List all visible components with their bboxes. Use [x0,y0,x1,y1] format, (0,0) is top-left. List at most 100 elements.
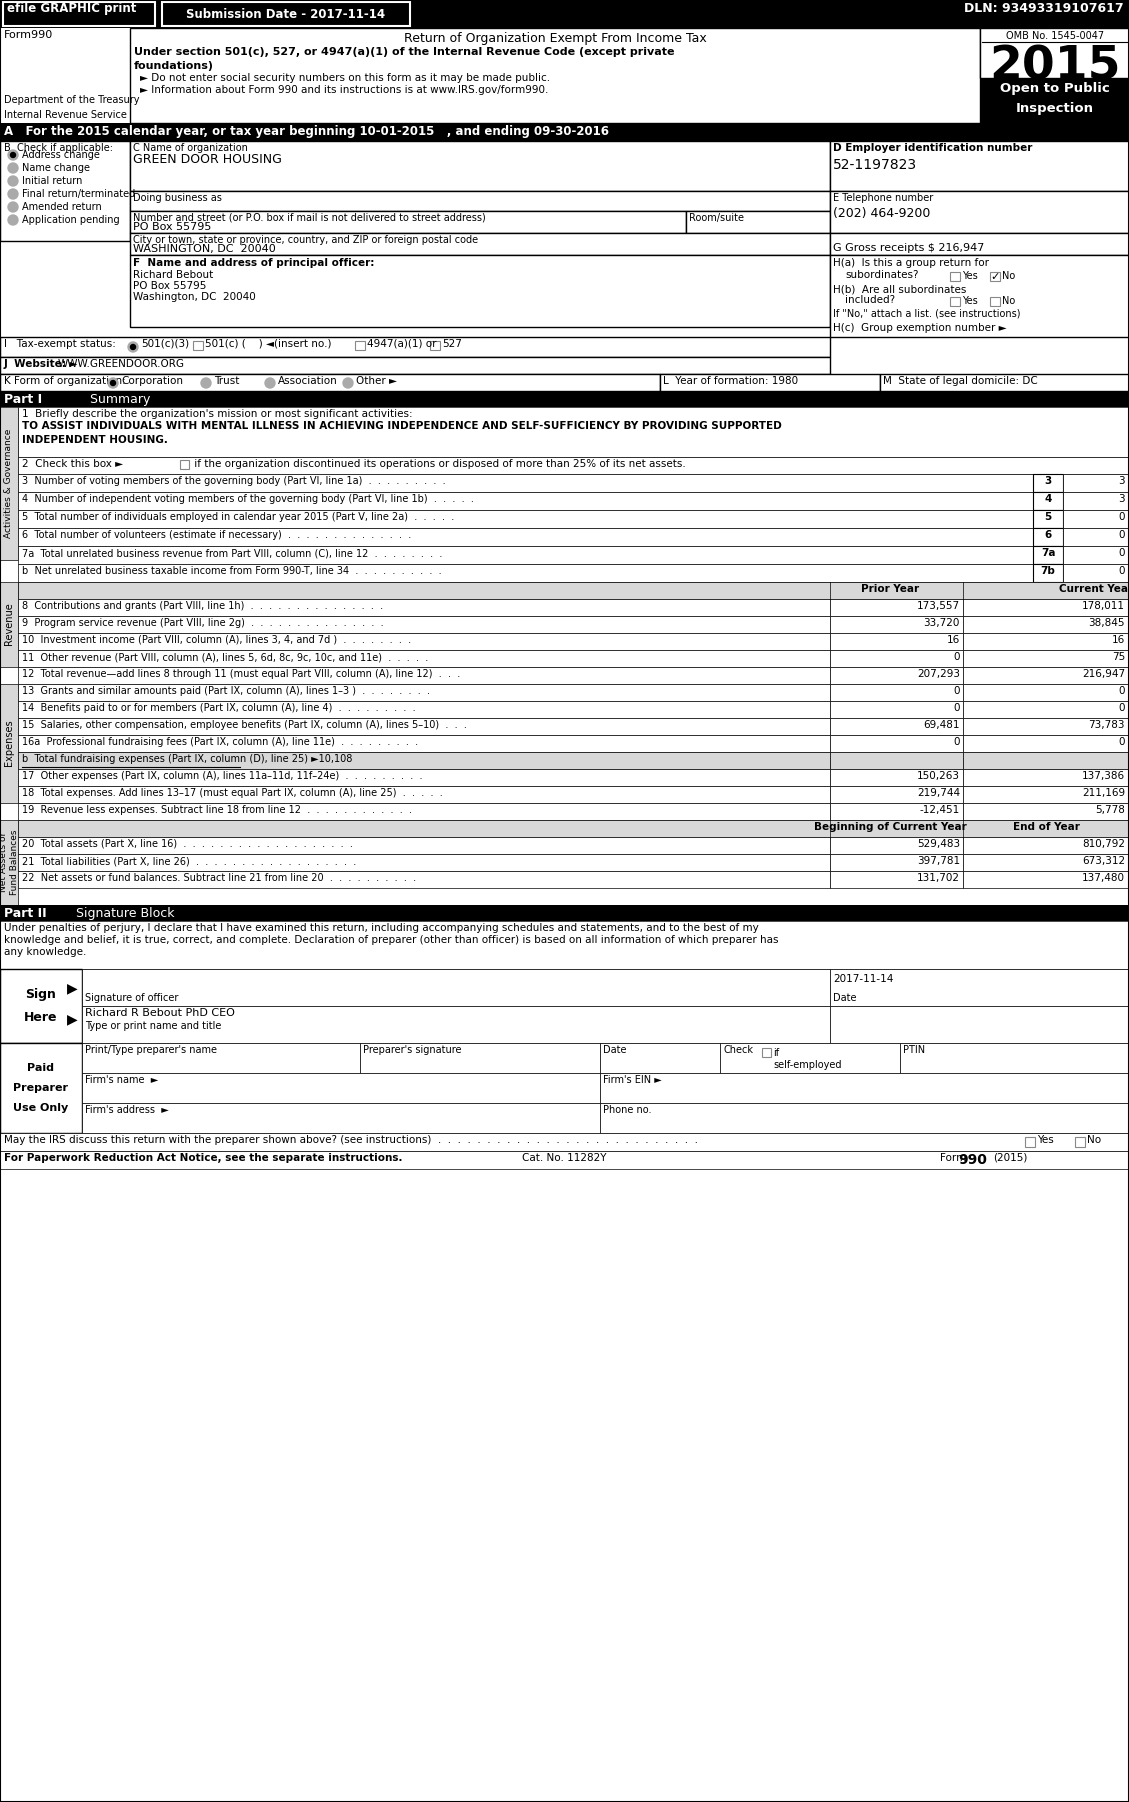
Bar [963,854,1129,870]
Text: Department of the Treasury
Internal Revenue Service: Department of the Treasury Internal Reve… [5,96,140,119]
Text: ► Information about Form 990 and its instructions is at www.IRS.gov/form990.: ► Information about Form 990 and its ins… [140,85,549,96]
Text: 15  Salaries, other compensation, employee benefits (Part IX, column (A), lines : 15 Salaries, other compensation, employe… [21,721,467,730]
Bar [18,685,830,701]
Bar [18,870,830,888]
Text: City or town, state or province, country, and ZIP or foreign postal code: City or town, state or province, country… [133,234,478,245]
Bar [0,391,1129,407]
Text: 2015: 2015 [989,45,1121,90]
Text: 16: 16 [1112,634,1124,645]
Text: J  Website: ►: J Website: ► [5,359,79,369]
Bar [599,1103,1129,1133]
Bar [130,191,830,211]
Bar [1064,564,1129,582]
Text: (2015): (2015) [994,1153,1027,1162]
Text: TO ASSIST INDIVIDUALS WITH MENTAL ILLNESS IN ACHIEVING INDEPENDENCE AND SELF-SUF: TO ASSIST INDIVIDUALS WITH MENTAL ILLNES… [21,422,781,445]
Bar [963,769,1129,786]
Bar [1064,528,1129,546]
Text: May the IRS discuss this return with the preparer shown above? (see instructions: May the IRS discuss this return with the… [5,1135,698,1144]
Text: Name change: Name change [21,162,90,173]
Text: Sign
Here: Sign Here [24,987,58,1024]
Text: b  Total fundraising expenses (Part IX, column (D), line 25) ►10,108: b Total fundraising expenses (Part IX, c… [21,753,352,764]
Text: 0: 0 [1119,530,1124,541]
Bar [130,211,686,232]
Text: D Employer identification number: D Employer identification number [833,142,1032,153]
Text: 2017-11-14: 2017-11-14 [833,975,893,984]
Text: L  Year of formation: 1980: L Year of formation: 1980 [663,377,798,386]
Bar [830,786,963,804]
Text: Expenses: Expenses [5,719,14,766]
Text: Return of Organization Exempt From Income Tax: Return of Organization Exempt From Incom… [404,32,707,45]
Text: 0: 0 [954,652,960,661]
Bar [0,905,1129,921]
Bar [161,2,410,25]
Bar [830,633,963,651]
Bar [830,751,963,769]
Bar [830,1006,1129,1043]
Bar [830,854,963,870]
Circle shape [8,189,18,198]
Bar [360,1043,599,1072]
Text: ▶: ▶ [67,980,78,995]
Text: if
self-employed: if self-employed [773,1049,841,1070]
Bar [0,1133,1129,1151]
Bar [0,337,830,357]
Bar [660,375,879,391]
Text: (202) 464-9200: (202) 464-9200 [833,207,930,220]
Text: 1  Briefly describe the organization's mission or most significant activities:: 1 Briefly describe the organization's mi… [21,409,412,420]
Bar [830,735,963,751]
Text: 501(c) (    ) ◄(insert no.): 501(c) ( ) ◄(insert no.) [205,339,332,350]
Text: 11  Other revenue (Part VIII, column (A), lines 5, 6d, 8c, 9c, 10c, and 11e)  . : 11 Other revenue (Part VIII, column (A),… [21,652,428,661]
Text: End of Year: End of Year [1013,822,1079,833]
Bar [18,510,1033,528]
Text: Form990: Form990 [5,31,53,40]
Text: Doing business as: Doing business as [133,193,222,204]
Bar [18,769,830,786]
Bar [0,1151,1129,1169]
Text: Final return/terminated: Final return/terminated [21,189,135,198]
Text: 137,480: 137,480 [1082,872,1124,883]
Bar [1064,474,1129,492]
Text: If "No," attach a list. (see instructions): If "No," attach a list. (see instruction… [833,308,1021,319]
Bar [18,836,830,854]
Bar [1064,510,1129,528]
Text: B  Check if applicable:: B Check if applicable: [5,142,113,153]
Bar [963,651,1129,667]
Text: Cat. No. 11282Y: Cat. No. 11282Y [522,1153,606,1162]
Text: 673,312: 673,312 [1082,856,1124,867]
Text: 0: 0 [1119,687,1124,696]
Bar [1064,492,1129,510]
Bar [830,769,963,786]
Text: Revenue: Revenue [5,602,14,645]
Bar [762,1049,771,1058]
Text: 3  Number of voting members of the governing body (Part VI, line 1a)  .  .  .  .: 3 Number of voting members of the govern… [21,476,446,487]
Text: 69,481: 69,481 [924,721,960,730]
Bar [720,1043,900,1072]
Bar [18,633,830,651]
Text: Net Assets or
Fund Balances: Net Assets or Fund Balances [0,829,19,896]
Text: 6: 6 [1044,530,1051,541]
Text: 4  Number of independent voting members of the governing body (Part VI, line 1b): 4 Number of independent voting members o… [21,494,474,505]
Bar [18,667,830,685]
Text: PO Box 55795: PO Box 55795 [133,281,207,290]
Bar [1033,564,1064,582]
Circle shape [201,378,211,387]
Text: H(a)  Is this a group return for: H(a) Is this a group return for [833,258,989,268]
Text: Prior Year: Prior Year [861,584,919,595]
Text: 0: 0 [1119,566,1124,577]
Text: subordinates?: subordinates? [844,270,919,279]
Text: knowledge and belief, it is true, correct, and complete. Declaration of preparer: knowledge and belief, it is true, correc… [5,935,779,944]
Bar [0,582,18,667]
Text: Under penalties of perjury, I declare that I have examined this return, includin: Under penalties of perjury, I declare th… [5,923,759,933]
Text: 137,386: 137,386 [1082,771,1124,780]
Bar [963,701,1129,717]
Text: GREEN DOOR HOUSING: GREEN DOOR HOUSING [133,153,282,166]
Bar [0,375,660,391]
Bar [193,341,203,350]
Text: Date: Date [603,1045,627,1054]
Bar [18,651,830,667]
Text: 178,011: 178,011 [1082,602,1124,611]
Text: 14  Benefits paid to or for members (Part IX, column (A), line 4)  .  .  .  .  .: 14 Benefits paid to or for members (Part… [21,703,415,714]
Bar [0,685,18,804]
Bar [963,804,1129,820]
Text: Yes: Yes [962,296,978,306]
